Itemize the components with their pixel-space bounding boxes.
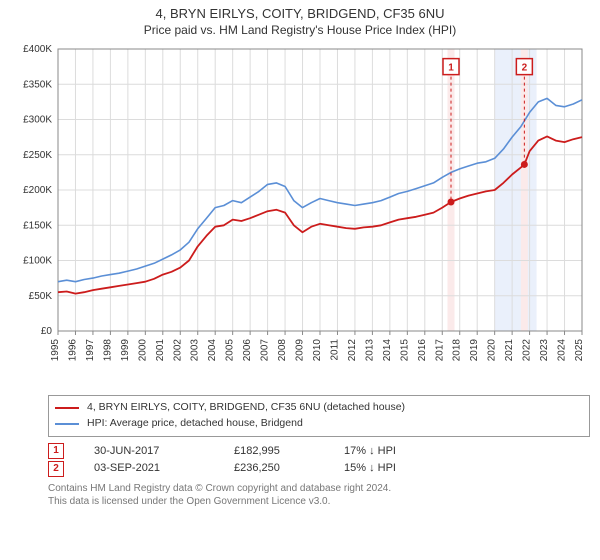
sale-pct: 15% ↓ HPI bbox=[344, 460, 434, 478]
svg-text:1999: 1999 bbox=[120, 339, 131, 362]
svg-text:2006: 2006 bbox=[242, 339, 253, 362]
legend-row-series2: HPI: Average price, detached house, Brid… bbox=[55, 416, 583, 432]
sale-row: 1 30-JUN-2017 £182,995 17% ↓ HPI bbox=[48, 443, 590, 461]
svg-text:£100K: £100K bbox=[23, 256, 52, 267]
svg-text:2005: 2005 bbox=[225, 339, 236, 362]
svg-text:£250K: £250K bbox=[23, 150, 52, 161]
sale-badge-1: 1 bbox=[48, 443, 64, 459]
svg-text:£200K: £200K bbox=[23, 185, 52, 196]
footer-note: Contains HM Land Registry data © Crown c… bbox=[48, 482, 590, 508]
svg-text:2008: 2008 bbox=[277, 339, 288, 362]
svg-text:2021: 2021 bbox=[504, 339, 515, 362]
svg-text:2018: 2018 bbox=[452, 339, 463, 362]
svg-text:2000: 2000 bbox=[137, 339, 148, 362]
svg-text:2002: 2002 bbox=[172, 339, 183, 362]
chart-header: 4, BRYN EIRLYS, COITY, BRIDGEND, CF35 6N… bbox=[0, 0, 600, 39]
svg-text:1997: 1997 bbox=[85, 339, 96, 362]
svg-text:2016: 2016 bbox=[417, 339, 428, 362]
svg-text:2010: 2010 bbox=[312, 339, 323, 362]
svg-text:2004: 2004 bbox=[207, 339, 218, 362]
svg-text:2024: 2024 bbox=[557, 339, 568, 362]
svg-text:1: 1 bbox=[448, 63, 454, 74]
svg-text:1998: 1998 bbox=[102, 339, 113, 362]
svg-text:2019: 2019 bbox=[469, 339, 480, 362]
legend-swatch-2 bbox=[55, 423, 79, 425]
footer-line-2: This data is licensed under the Open Gov… bbox=[48, 496, 330, 507]
svg-text:2014: 2014 bbox=[382, 339, 393, 362]
sale-date: 30-JUN-2017 bbox=[94, 443, 204, 461]
svg-text:2001: 2001 bbox=[155, 339, 166, 362]
svg-text:2017: 2017 bbox=[434, 339, 445, 362]
svg-text:1996: 1996 bbox=[67, 339, 78, 362]
address-title: 4, BRYN EIRLYS, COITY, BRIDGEND, CF35 6N… bbox=[0, 6, 600, 21]
svg-text:£300K: £300K bbox=[23, 115, 52, 126]
legend-row-series1: 4, BRYN EIRLYS, COITY, BRIDGEND, CF35 6N… bbox=[55, 400, 583, 416]
svg-text:2025: 2025 bbox=[574, 339, 585, 362]
svg-text:2013: 2013 bbox=[364, 339, 375, 362]
legend-label-2: HPI: Average price, detached house, Brid… bbox=[87, 416, 303, 432]
sale-date: 03-SEP-2021 bbox=[94, 460, 204, 478]
svg-text:£350K: £350K bbox=[23, 79, 52, 90]
sales-table: 1 30-JUN-2017 £182,995 17% ↓ HPI 2 03-SE… bbox=[48, 443, 590, 478]
svg-text:£50K: £50K bbox=[29, 291, 53, 302]
chart-area: £0 £50K £100K £150K £200K £250K £300K £350K £400… bbox=[10, 41, 590, 391]
svg-text:£400K: £400K bbox=[23, 44, 52, 55]
svg-text:2012: 2012 bbox=[347, 339, 358, 362]
chart-subtitle: Price paid vs. HM Land Registry's House … bbox=[0, 23, 600, 37]
svg-text:2023: 2023 bbox=[539, 339, 550, 362]
svg-text:2022: 2022 bbox=[522, 339, 533, 362]
legend: 4, BRYN EIRLYS, COITY, BRIDGEND, CF35 6N… bbox=[48, 395, 590, 437]
svg-text:1995: 1995 bbox=[50, 339, 61, 362]
svg-text:2: 2 bbox=[522, 63, 528, 74]
svg-text:£0: £0 bbox=[41, 326, 53, 337]
sale-price: £236,250 bbox=[234, 460, 314, 478]
line-chart-svg: £0 £50K £100K £150K £200K £250K £300K £350K £400… bbox=[10, 41, 590, 391]
legend-label-1: 4, BRYN EIRLYS, COITY, BRIDGEND, CF35 6N… bbox=[87, 400, 405, 416]
footer-line-1: Contains HM Land Registry data © Crown c… bbox=[48, 483, 391, 494]
svg-text:2020: 2020 bbox=[487, 339, 498, 362]
svg-text:2003: 2003 bbox=[190, 339, 201, 362]
sale-price: £182,995 bbox=[234, 443, 314, 461]
svg-text:£150K: £150K bbox=[23, 220, 52, 231]
svg-text:2009: 2009 bbox=[295, 339, 306, 362]
legend-swatch-1 bbox=[55, 407, 79, 409]
svg-text:2007: 2007 bbox=[260, 339, 271, 362]
svg-text:2015: 2015 bbox=[399, 339, 410, 362]
sale-row: 2 03-SEP-2021 £236,250 15% ↓ HPI bbox=[48, 460, 590, 478]
sale-pct: 17% ↓ HPI bbox=[344, 443, 434, 461]
svg-text:2011: 2011 bbox=[329, 339, 340, 361]
sale-badge-2: 2 bbox=[48, 461, 64, 477]
